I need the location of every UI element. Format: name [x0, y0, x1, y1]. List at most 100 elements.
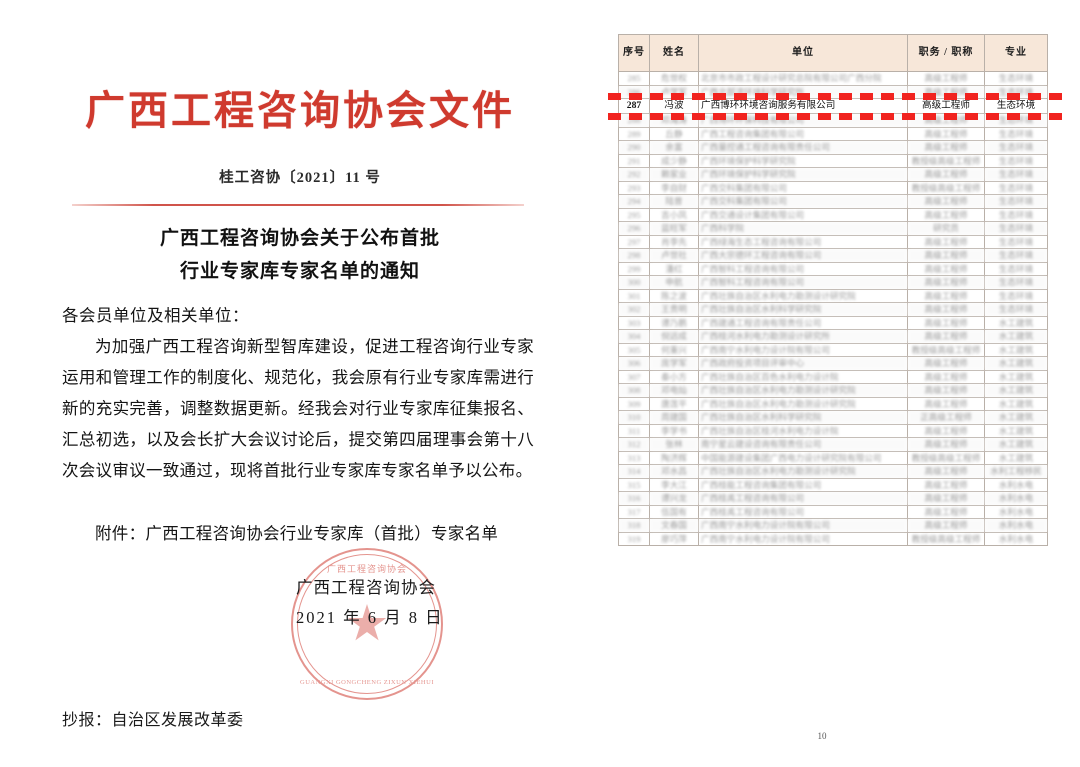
table-row[interactable]: 292 赖家业 广西环境保护科学研究院 高级工程师 生态环境 [618, 167, 1048, 182]
cell-index: 289 [618, 126, 650, 141]
table-row-highlighted[interactable]: 287 冯波 广西博环环境咨询服务有限公司 高级工程师 生态环境 [618, 98, 1048, 114]
cell-major: 水工建筑 [984, 329, 1048, 344]
cell-index: 313 [618, 450, 650, 465]
cell-position-title: 高级工程师 [907, 98, 985, 114]
cell-name: 危世权 [649, 71, 699, 86]
cell-index: 319 [618, 531, 650, 546]
cell-major: 水利水电 [984, 504, 1048, 519]
cell-position-title: 高级工程师 [907, 84, 985, 99]
cell-name: 邓电灿 [649, 383, 699, 398]
table-row[interactable]: 288 邓海涛 广西博环环保科技有限公司 高级工程师 生态环境 [618, 113, 1048, 128]
cell-name: 成少静 [649, 153, 699, 168]
table-row[interactable]: 312 张林 南宁星云建设咨询有限责任公司 高级工程师 水工建筑 [618, 437, 1048, 452]
table-row[interactable]: 310 周建国 广西壮族自治区水利科学研究院 正高级工程师 水工建筑 [618, 410, 1048, 425]
cell-name: 邓海涛 [649, 113, 699, 128]
table-row[interactable]: 285 危世权 北京市市政工程设计研究总院有限公司广西分院 高级工程师 生态环境 [618, 71, 1048, 86]
cell-name: 陶济辉 [649, 450, 699, 465]
cell-organization: 北京市市政工程设计研究总院有限公司广西分院 [698, 71, 908, 86]
table-row[interactable]: 308 邓电灿 广西壮族自治区水利电力勘测设计研究院 高级工程师 水工建筑 [618, 383, 1048, 398]
cell-index: 303 [618, 315, 650, 330]
cell-major: 生态环境 [984, 194, 1048, 209]
table-row[interactable]: 315 李大江 广西桂能工程咨询集团有限公司 高级工程师 水利水电 [618, 477, 1048, 492]
cell-organization: 广西壮族自治区水利电力勘测设计研究院 [698, 288, 908, 303]
table-row[interactable]: 286 卢学军 广西北部湾环境科学研究所 高级工程师 生态环境 [618, 84, 1048, 99]
cell-major: 水工建筑 [984, 342, 1048, 357]
column-header-major: 专业 [984, 34, 1048, 72]
cell-position-title: 教授级高级工程师 [907, 342, 985, 357]
table-row[interactable]: 311 李学书 广西壮族自治区桂河水利电力设计院 高级工程师 水工建筑 [618, 423, 1048, 438]
cell-name: 倪远成 [649, 329, 699, 344]
table-row[interactable]: 298 卢世社 广西大宗德环工程咨询有限公司 高级工程师 生态环境 [618, 248, 1048, 263]
table-row[interactable]: 297 肖李先 广西绿海生态工程咨询有限公司 高级工程师 生态环境 [618, 234, 1048, 249]
cell-organization: 广西智科工程咨询有限公司 [698, 261, 908, 276]
cell-organization: 广西博环环保科技有限公司 [698, 113, 908, 128]
document-header-title: 广西工程咨询协会文件 [85, 88, 515, 133]
table-row[interactable]: 309 唐莲平 广西壮族自治区水利电力勘测设计研究院 高级工程师 水工建筑 [618, 396, 1048, 411]
cell-name: 李学书 [649, 423, 699, 438]
table-row[interactable]: 305 何重兴 广西南宁水利电力设计院有限公司 教授级高级工程师 水工建筑 [618, 342, 1048, 357]
cell-position-title: 高级工程师 [907, 437, 985, 452]
cell-index: 308 [618, 383, 650, 398]
table-row[interactable]: 319 廖巧萍 广西南宁水利电力设计院有限公司 教授级高级工程师 水利水电 [618, 531, 1048, 546]
table-row[interactable]: 306 庞学军 广西政府投资项目评审中心 高级工程师 水工建筑 [618, 356, 1048, 371]
cell-name: 王贵明 [649, 302, 699, 317]
table-row[interactable]: 299 潘红 广西智科工程咨询有限公司 高级工程师 生态环境 [618, 261, 1048, 276]
table-body: 285 危世权 北京市市政工程设计研究总院有限公司广西分院 高级工程师 生态环境 286 卢… [618, 71, 1048, 546]
cell-name: 谭兴龙 [649, 491, 699, 506]
cell-name: 肖李先 [649, 234, 699, 249]
cell-major: 生态环境 [984, 234, 1048, 249]
table-row[interactable]: 294 陆曾 广西交科集团有限公司 高级工程师 生态环境 [618, 194, 1048, 209]
cell-position-title: 教授级高级工程师 [907, 180, 985, 195]
cell-position-title: 高级工程师 [907, 126, 985, 141]
cell-name: 廖巧萍 [649, 531, 699, 546]
table-row[interactable]: 317 伍国有 广西桂禹工程咨询有限公司 高级工程师 水利水电 [618, 504, 1048, 519]
cell-index: 300 [618, 275, 650, 290]
cell-position-title: 高级工程师 [907, 329, 985, 344]
cell-position-title: 高级工程师 [907, 369, 985, 384]
cell-name: 卢世社 [649, 248, 699, 263]
cell-organization: 广西环境保护科学研究院 [698, 153, 908, 168]
table-row[interactable]: 291 成少静 广西环境保护科学研究院 教授级高级工程师 生态环境 [618, 153, 1048, 168]
cell-index: 286 [618, 84, 650, 99]
cell-name: 丘静 [649, 126, 699, 141]
cell-organization: 广西南宁水利电力设计院有限公司 [698, 531, 908, 546]
cell-name: 陆曾 [649, 194, 699, 209]
table-row[interactable]: 296 蓝旺军 广西科学院 研究员 生态环境 [618, 221, 1048, 236]
cell-organization: 广西政府投资项目评审中心 [698, 356, 908, 371]
table-row[interactable]: 295 吉小凤 广西交通设计集团有限公司 高级工程师 生态环境 [618, 207, 1048, 222]
notice-title-line-1: 广西工程咨询协会关于公布首批 [159, 228, 440, 249]
table-row[interactable]: 303 谭乃鹏 广西建通工程咨询有限责任公司 高级工程师 水工建筑 [618, 315, 1048, 330]
table-row[interactable]: 314 邓水昌 广西壮族自治区水利电力勘测设计研究院 高级工程师 水利工程移民 [618, 464, 1048, 479]
table-row[interactable]: 313 陶济辉 中国能源建设集团广西电力设计研究院有限公司 教授级高级工程师 水工建筑 [618, 450, 1048, 465]
cell-organization: 广西壮族自治区水利电力勘测设计研究院 [698, 464, 908, 479]
cell-name: 李自财 [649, 180, 699, 195]
cell-position-title: 正高级工程师 [907, 410, 985, 425]
cell-organization: 广西桂河水利电力勘测设计研究所 [698, 329, 908, 344]
cell-position-title: 研究员 [907, 221, 985, 236]
cell-major: 生态环境 [984, 275, 1048, 290]
cell-position-title: 高级工程师 [907, 248, 985, 263]
table-row[interactable]: 316 谭兴龙 广西桂禹工程咨询有限公司 高级工程师 水利水电 [618, 491, 1048, 506]
cell-organization: 广西环境保护科学研究院 [698, 167, 908, 182]
table-row[interactable]: 289 丘静 广西工程咨询集团有限公司 高级工程师 生态环境 [618, 126, 1048, 141]
table-row[interactable]: 302 王贵明 广西壮族自治区水利科学研究院 高级工程师 生态环境 [618, 302, 1048, 317]
table-row[interactable]: 293 李自财 广西交科集团有限公司 教授级高级工程师 生态环境 [618, 180, 1048, 195]
cell-position-title: 高级工程师 [907, 140, 985, 155]
cell-name: 谭乃鹏 [649, 315, 699, 330]
table-row[interactable]: 290 余富 广西量控通工程咨询有限责任公司 高级工程师 生态环境 [618, 140, 1048, 155]
cell-position-title: 高级工程师 [907, 194, 985, 209]
cell-name: 余富 [649, 140, 699, 155]
table-row[interactable]: 307 秦小方 广西壮族自治区百色水利电力设计院 高级工程师 水工建筑 [618, 369, 1048, 384]
table-row[interactable]: 300 申航 广西智科工程咨询有限公司 高级工程师 生态环境 [618, 275, 1048, 290]
cell-major: 生态环境 [984, 153, 1048, 168]
cell-index: 291 [618, 153, 650, 168]
cell-index: 298 [618, 248, 650, 263]
cell-index: 314 [618, 464, 650, 479]
cell-major: 水工建筑 [984, 369, 1048, 384]
table-row[interactable]: 304 倪远成 广西桂河水利电力勘测设计研究所 高级工程师 水工建筑 [618, 329, 1048, 344]
cell-position-title: 教授级高级工程师 [907, 531, 985, 546]
cell-position-title: 高级工程师 [907, 504, 985, 519]
table-row[interactable]: 301 陈之波 广西壮族自治区水利电力勘测设计研究院 高级工程师 生态环境 [618, 288, 1048, 303]
table-row[interactable]: 318 文春国 广西南宁水利电力设计院有限公司 高级工程师 水利水电 [618, 518, 1048, 533]
